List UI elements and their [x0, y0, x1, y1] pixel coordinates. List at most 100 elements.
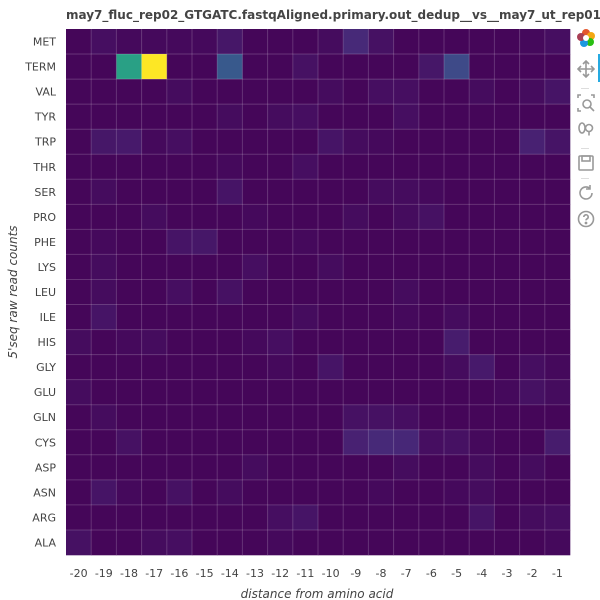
heatmap-cell [494, 229, 520, 255]
reset-icon[interactable] [575, 182, 597, 204]
heatmap-cell [242, 479, 268, 506]
heatmap-cell [91, 29, 117, 55]
heatmap-cell [91, 479, 117, 506]
heatmap-cell [544, 504, 571, 531]
heatmap-cell [242, 54, 268, 80]
heatmap-cell [469, 29, 495, 55]
heatmap-cell [91, 229, 117, 255]
y-tick-label: TERM [24, 61, 56, 74]
x-axis-label: distance from amino acid [241, 587, 394, 600]
heatmap-cell [368, 454, 394, 481]
heatmap-cell [343, 179, 369, 205]
heatmap-cell [192, 54, 218, 80]
pan-icon[interactable] [575, 58, 597, 80]
heatmap-cell [393, 254, 420, 280]
x-tick-label: -16 [170, 567, 188, 580]
heatmap-cell [444, 279, 470, 305]
heatmap-cell [544, 479, 571, 506]
heatmap-cell [494, 329, 520, 355]
heatmap-cell [519, 304, 546, 330]
heatmap-cell [192, 404, 218, 431]
heatmap-cell [91, 79, 117, 105]
x-tick-label: -15 [196, 567, 214, 580]
heatmap-cell [242, 79, 268, 105]
heatmap-cell [318, 179, 344, 205]
heatmap-cell [141, 129, 168, 155]
heatmap-cell [519, 154, 546, 180]
heatmap-cell [91, 279, 117, 305]
heatmap-cell [469, 279, 495, 305]
heatmap-cell [66, 229, 92, 255]
heatmap-cell [343, 504, 369, 531]
heatmap-cell [343, 254, 369, 280]
heatmap-cell [292, 129, 319, 155]
heatmap-cell [66, 154, 92, 180]
heatmap-cell [242, 104, 268, 130]
heatmap-cell [217, 454, 243, 481]
heatmap-cell [141, 254, 168, 280]
heatmap-cell [141, 104, 168, 130]
heatmap-cell [242, 229, 268, 255]
heatmap-cell [343, 154, 369, 180]
heatmap-cell [418, 79, 445, 105]
chart-toolbar [570, 22, 600, 232]
heatmap-cell [318, 504, 344, 531]
heatmap-cell [242, 204, 268, 230]
heatmap-cell [519, 529, 546, 556]
heatmap-cell [519, 479, 546, 506]
heatmap-cell [292, 29, 319, 55]
heatmap-cell [166, 229, 193, 255]
heatmap-cell [393, 154, 420, 180]
x-tick-label: -1 [552, 567, 563, 580]
heatmap-cell [166, 529, 193, 556]
heatmap-cell [343, 529, 369, 556]
heatmap-cell [267, 204, 294, 230]
heatmap-cell [91, 404, 117, 431]
heatmap-cell [66, 304, 92, 330]
heatmap-cell [141, 379, 168, 406]
heatmap-cell [343, 304, 369, 330]
y-tick-label: TRP [34, 136, 56, 149]
chart-title: may7_fluc_rep02_GTGATC.fastqAligned.prim… [66, 8, 600, 23]
heatmap-cell [368, 204, 394, 230]
heatmap-cell [368, 79, 394, 105]
heatmap-cell [368, 404, 394, 431]
wheel-zoom-icon[interactable] [575, 118, 597, 140]
heatmap-cell [469, 104, 495, 130]
heatmap-cell [343, 329, 369, 355]
heatmap-cell [418, 379, 445, 406]
heatmap-cell [318, 54, 344, 80]
heatmap-cell [166, 329, 193, 355]
heatmap-cell [267, 79, 294, 105]
heatmap-cell [418, 254, 445, 280]
heatmap-cell [393, 429, 420, 456]
heatmap-cell [116, 379, 142, 406]
heatmap-cell [368, 54, 394, 80]
heatmap-cell [192, 379, 218, 406]
bokeh-logo-icon[interactable] [575, 27, 597, 49]
heatmap-cell [519, 254, 546, 280]
heatmap-cell [494, 54, 520, 80]
heatmap-cell [91, 454, 117, 481]
y-tick-label: CYS [35, 436, 56, 449]
heatmap-cell [343, 379, 369, 406]
heatmap-cell [544, 529, 571, 556]
heatmap-cell [116, 429, 142, 456]
heatmap-cell [242, 179, 268, 205]
box-zoom-icon[interactable] [575, 92, 597, 114]
save-icon[interactable] [575, 152, 597, 174]
heatmap-cell [544, 154, 571, 180]
heatmap-cell [494, 379, 520, 406]
heatmap-cell [166, 279, 193, 305]
heatmap-cell [66, 379, 92, 406]
heatmap-cell [242, 404, 268, 431]
heatmap-cell [217, 129, 243, 155]
heatmap-cell [166, 104, 193, 130]
heatmap-cell [519, 354, 546, 380]
heatmap-cell [141, 279, 168, 305]
heatmap-cell [444, 404, 470, 431]
y-tick-label: SER [34, 186, 56, 199]
heatmap-cell [217, 429, 243, 456]
help-icon[interactable] [575, 208, 597, 230]
heatmap-cell [242, 354, 268, 380]
